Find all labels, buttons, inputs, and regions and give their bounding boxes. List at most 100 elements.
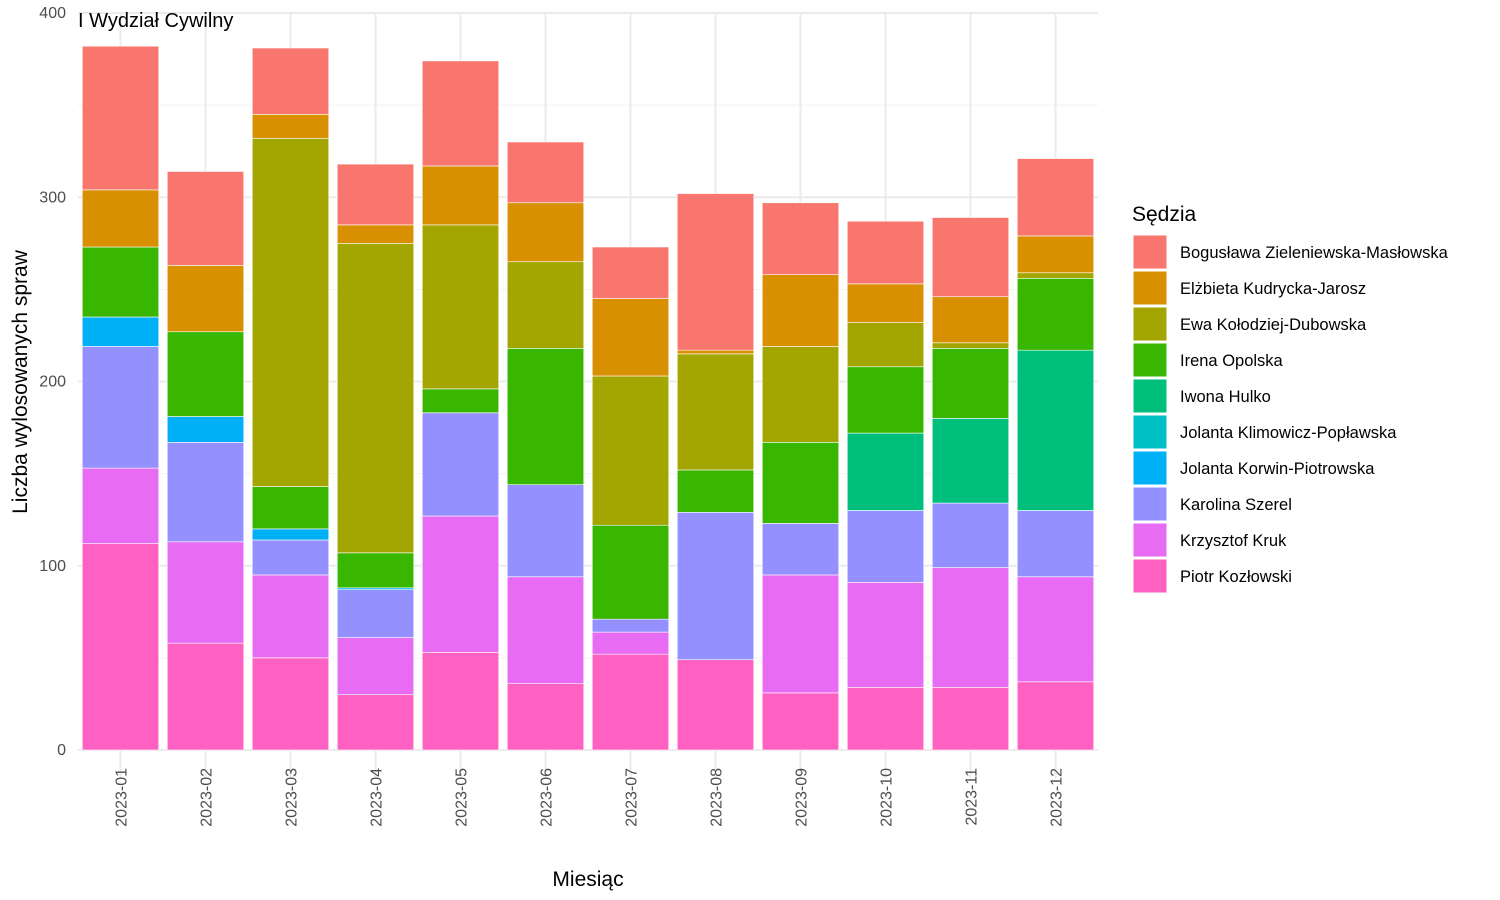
- bar-segment-boguslawa-zieleniewska-maslowska-2023-03: [251, 47, 330, 115]
- bar-segment-elzbieta-kudrycka-jarosz-2023-12: [1016, 235, 1095, 274]
- legend-key: [1132, 522, 1168, 558]
- bar-segment-irena-opolska-2023-08: [676, 469, 755, 513]
- bar-segment-elzbieta-kudrycka-jarosz-2023-05: [421, 165, 500, 226]
- y-tick-label: 0: [57, 742, 66, 759]
- legend-item-karolina-szerel: Karolina Szerel: [1132, 486, 1292, 522]
- bar-segment-irena-opolska-2023-04: [336, 552, 415, 589]
- bar-segment-irena-opolska-2023-10: [846, 366, 925, 434]
- bar-segment-iwona-hulko-2023-11: [931, 418, 1010, 504]
- bar-segment-piotr-kozlowski-2023-02: [166, 642, 245, 751]
- chart-title: I Wydział Cywilny: [78, 10, 233, 32]
- x-tick-label: 2023-07: [624, 768, 641, 827]
- bar-segment-jolanta-korwin-piotrowska-2023-03: [251, 528, 330, 541]
- legend-key: [1132, 414, 1168, 450]
- legend-item-ewa-kolodziej-dubowska: Ewa Kołodziej-Dubowska: [1132, 306, 1367, 342]
- bar-segment-elzbieta-kudrycka-jarosz-2023-10: [846, 283, 925, 323]
- bar-segment-piotr-kozlowski-2023-10: [846, 687, 925, 751]
- bar-segment-ewa-kolodziej-dubowska-2023-10: [846, 322, 925, 368]
- bar-segment-krzysztof-kruk-2023-06: [506, 576, 585, 684]
- bar-segment-karolina-szerel-2023-02: [166, 442, 245, 543]
- bar-segment-krzysztof-kruk-2023-11: [931, 567, 1010, 688]
- legend-item-jolanta-klimowicz-poplawska: Jolanta Klimowicz-Popławska: [1132, 414, 1397, 450]
- bar-segment-iwona-hulko-2023-12: [1016, 349, 1095, 511]
- bar-segment-irena-opolska-2023-11: [931, 348, 1010, 419]
- legend-key: [1132, 306, 1168, 342]
- bar-segment-irena-opolska-2023-09: [761, 442, 840, 524]
- x-tick-label: 2023-09: [794, 768, 811, 827]
- x-tick-label: 2023-11: [964, 768, 981, 826]
- bar-segment-karolina-szerel-2023-12: [1016, 510, 1095, 578]
- bar-segment-karolina-szerel-2023-08: [676, 512, 755, 661]
- bar-segment-elzbieta-kudrycka-jarosz-2023-09: [761, 274, 840, 347]
- bar-segment-krzysztof-kruk-2023-02: [166, 541, 245, 644]
- bar-segment-boguslawa-zieleniewska-maslowska-2023-11: [931, 217, 1010, 298]
- bar-segment-iwona-hulko-2023-10: [846, 432, 925, 511]
- x-tick-label: 2023-01: [114, 768, 131, 827]
- y-tick-label: 300: [39, 189, 66, 206]
- legend-key: [1132, 486, 1168, 522]
- legend-key: [1132, 234, 1168, 270]
- bar-segment-krzysztof-kruk-2023-01: [81, 467, 160, 544]
- bar-segment-krzysztof-kruk-2023-10: [846, 582, 925, 688]
- legend-label: Piotr Kozłowski: [1180, 568, 1292, 586]
- legend-label: Irena Opolska: [1180, 352, 1284, 370]
- legend-key: [1132, 270, 1168, 306]
- bar-segment-irena-opolska-2023-12: [1016, 278, 1095, 351]
- bar-segment-elzbieta-kudrycka-jarosz-2023-06: [506, 202, 585, 263]
- x-tick-label: 2023-04: [369, 768, 386, 827]
- bar-segment-karolina-szerel-2023-01: [81, 346, 160, 469]
- y-axis-label: Liczba wylosowanych spraw: [9, 249, 32, 514]
- bar-segment-elzbieta-kudrycka-jarosz-2023-08: [676, 349, 755, 355]
- legend-item-irena-opolska: Irena Opolska: [1132, 342, 1284, 378]
- bar-segment-ewa-kolodziej-dubowska-2023-11: [931, 342, 1010, 349]
- bar-segment-piotr-kozlowski-2023-08: [676, 659, 755, 751]
- bar-segment-piotr-kozlowski-2023-07: [591, 653, 670, 751]
- bar-segment-karolina-szerel-2023-05: [421, 412, 500, 517]
- bar-segment-irena-opolska-2023-02: [166, 331, 245, 417]
- x-axis-ticks: 2023-01 2023-02 2023-03 2023-04 2023-05 2023-…: [114, 768, 1066, 827]
- legend-label: Jolanta Klimowicz-Popławska: [1180, 424, 1397, 442]
- bar-segment-jolanta-korwin-piotrowska-2023-01: [81, 316, 160, 347]
- bars: [81, 45, 1095, 751]
- bar-segment-boguslawa-zieleniewska-maslowska-2023-02: [166, 171, 245, 266]
- bar-segment-irena-opolska-2023-06: [506, 348, 585, 485]
- legend-item-elzbieta-kudrycka-jarosz: Elżbieta Kudrycka-Jarosz: [1132, 270, 1366, 306]
- x-tick-label: 2023-06: [539, 768, 556, 827]
- bar-segment-karolina-szerel-2023-07: [591, 618, 670, 633]
- bar-segment-ewa-kolodziej-dubowska-2023-12: [1016, 272, 1095, 279]
- bar-segment-irena-opolska-2023-07: [591, 524, 670, 620]
- bar-segment-piotr-kozlowski-2023-01: [81, 543, 160, 751]
- legend-key: [1132, 378, 1168, 414]
- bar-segment-piotr-kozlowski-2023-09: [761, 692, 840, 751]
- x-tick-label: 2023-10: [879, 768, 896, 827]
- bar-segment-elzbieta-kudrycka-jarosz-2023-03: [251, 114, 330, 139]
- bar-segment-boguslawa-zieleniewska-maslowska-2023-05: [421, 60, 500, 167]
- bar-segment-krzysztof-kruk-2023-09: [761, 574, 840, 694]
- bar-segment-piotr-kozlowski-2023-12: [1016, 681, 1095, 751]
- bar-segment-boguslawa-zieleniewska-maslowska-2023-07: [591, 246, 670, 299]
- legend-label: Iwona Hulko: [1180, 388, 1271, 406]
- bar-segment-piotr-kozlowski-2023-05: [421, 652, 500, 751]
- bar-segment-ewa-kolodziej-dubowska-2023-05: [421, 224, 500, 390]
- bar-segment-piotr-kozlowski-2023-06: [506, 683, 585, 751]
- x-tick-label: 2023-02: [199, 768, 216, 827]
- bar-segment-elzbieta-kudrycka-jarosz-2023-01: [81, 189, 160, 248]
- legend: Sędzia Bogusława Zieleniewska-Masłowska E…: [1132, 203, 1449, 594]
- bar-segment-karolina-szerel-2023-09: [761, 523, 840, 576]
- legend-label: Ewa Kołodziej-Dubowska: [1180, 316, 1367, 334]
- bar-segment-irena-opolska-2023-05: [421, 388, 500, 414]
- legend-item-boguslawa-zieleniewska-maslowska: Bogusława Zieleniewska-Masłowska: [1132, 234, 1449, 270]
- x-tick-label: 2023-12: [1049, 768, 1066, 827]
- bar-segment-boguslawa-zieleniewska-maslowska-2023-12: [1016, 158, 1095, 237]
- bar-segment-ewa-kolodziej-dubowska-2023-07: [591, 375, 670, 526]
- bar-segment-karolina-szerel-2023-10: [846, 510, 925, 583]
- bar-segment-krzysztof-kruk-2023-05: [421, 515, 500, 653]
- bar-segment-boguslawa-zieleniewska-maslowska-2023-09: [761, 202, 840, 275]
- y-tick-label: 100: [39, 558, 66, 575]
- legend-label: Elżbieta Kudrycka-Jarosz: [1180, 280, 1366, 298]
- legend-label: Karolina Szerel: [1180, 496, 1292, 514]
- legend-label: Jolanta Korwin-Piotrowska: [1180, 460, 1375, 478]
- bar-segment-ewa-kolodziej-dubowska-2023-09: [761, 346, 840, 443]
- bar-segment-elzbieta-kudrycka-jarosz-2023-04: [336, 224, 415, 244]
- bar-segment-irena-opolska-2023-01: [81, 246, 160, 318]
